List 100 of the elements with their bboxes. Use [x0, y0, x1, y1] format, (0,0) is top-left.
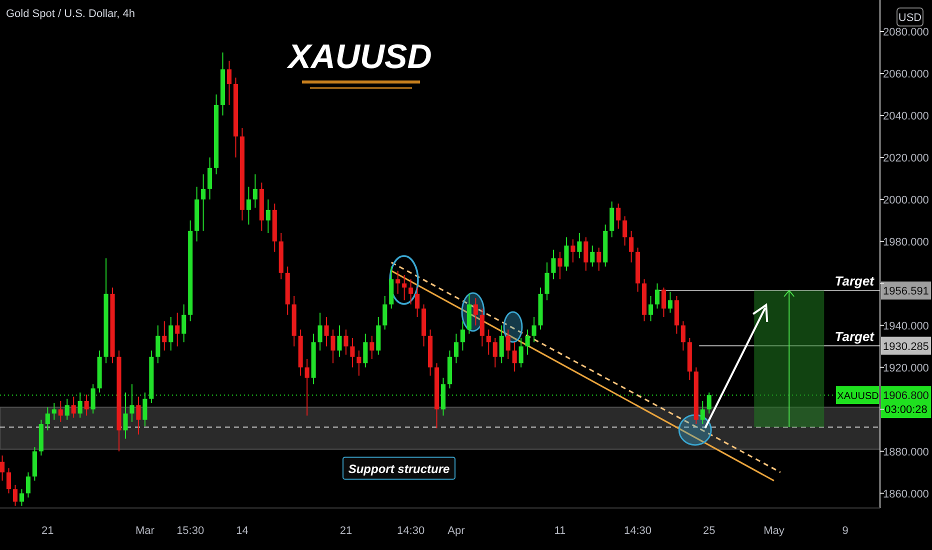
- candlestick: [252, 174, 258, 208]
- text: 1906.800: [883, 390, 929, 402]
- candlestick: [473, 298, 478, 326]
- x-tick-label: 21: [340, 525, 352, 537]
- text: USD: [898, 12, 922, 24]
- candlestick: [512, 342, 517, 372]
- candlestick: [648, 295, 654, 322]
- y-tick-label: 2040.000: [883, 110, 929, 122]
- candlestick: [680, 320, 686, 352]
- candlestick: [356, 350, 362, 376]
- candlestick: [45, 406, 50, 431]
- y-tick-label: 1920.000: [883, 362, 929, 374]
- y-tick-label: 1980.000: [883, 236, 929, 248]
- text: Gold Spot / U.S. Dollar, 4h: [6, 8, 136, 20]
- candlestick: [382, 295, 388, 330]
- candlestick: [175, 312, 180, 347]
- candlestick: [577, 232, 582, 259]
- candlestick: [226, 60, 232, 106]
- candlestick: [499, 324, 504, 364]
- text: 1956.591: [883, 286, 929, 298]
- candlestick: [246, 186, 251, 226]
- y-tick-label: 1880.000: [883, 446, 929, 458]
- candlestick: [408, 278, 414, 305]
- y-tick-label: 1860.000: [883, 488, 929, 500]
- candlestick: [629, 230, 634, 263]
- candlestick: [402, 274, 407, 301]
- candlestick: [544, 262, 550, 301]
- candlestick: [19, 488, 24, 506]
- candlestick: [71, 396, 76, 418]
- candlestick: [136, 396, 141, 436]
- x-tick-label: 14: [236, 525, 248, 537]
- candlestick: [518, 337, 524, 368]
- candlestick: [84, 394, 89, 416]
- candlestick: [156, 324, 160, 364]
- candlestick: [590, 245, 595, 268]
- candlestick: [622, 216, 628, 246]
- candlestick: [654, 282, 660, 310]
- candlestick: [596, 247, 602, 272]
- candlestick: [492, 337, 498, 368]
- candlestick: [396, 270, 400, 294]
- candlestick: [12, 484, 18, 506]
- x-tick-label: Apr: [448, 525, 466, 537]
- candlestick: [64, 398, 70, 420]
- x-tick-label: 21: [42, 525, 54, 537]
- candlestick: [6, 468, 12, 494]
- candlestick: [415, 287, 420, 318]
- x-tick-label: May: [764, 525, 785, 537]
- candlestick: [506, 329, 510, 360]
- text: 1930.285: [883, 340, 929, 353]
- candlestick: [324, 316, 329, 347]
- candlestick: [337, 324, 342, 358]
- candlestick: [486, 329, 491, 356]
- ref-line-label: XAUUSD: [837, 391, 879, 402]
- y-tick-label: 2020.000: [883, 152, 929, 164]
- candlestick: [363, 333, 368, 368]
- x-tick-label: 11: [554, 525, 566, 537]
- candlestick: [661, 287, 666, 318]
- candlestick: [700, 400, 705, 425]
- candlestick: [201, 174, 206, 232]
- candlestick: [350, 337, 355, 368]
- candlestick: [584, 236, 588, 272]
- candlestick: [668, 291, 672, 314]
- candlestick: [370, 335, 374, 360]
- x-tick-label: 14:30: [624, 525, 652, 537]
- candlestick: [525, 329, 530, 356]
- candlestick: [564, 236, 569, 272]
- candlestick: [304, 358, 310, 416]
- band-label: Support structure: [348, 462, 450, 476]
- ref-line-label: Target: [834, 274, 875, 289]
- x-tick-label: 25: [703, 525, 716, 537]
- candlestick: [266, 198, 270, 234]
- candlestick: [208, 156, 212, 200]
- candlestick: [454, 333, 458, 364]
- text: XAUUSD: [286, 38, 432, 76]
- x-tick-label: 9: [842, 525, 848, 537]
- candlestick: [52, 402, 56, 420]
- candlestick: [460, 320, 465, 352]
- x-tick-label: 15:30: [176, 525, 204, 537]
- y-tick-label: 2000.000: [883, 194, 929, 206]
- y-tick-label: 2080.000: [883, 26, 929, 38]
- candlestick: [26, 472, 30, 498]
- candlestick: [570, 238, 576, 263]
- candlestick: [182, 304, 186, 343]
- candlestick: [616, 203, 621, 230]
- y-tick-label: 2060.000: [883, 68, 929, 80]
- candlestick: [610, 201, 614, 238]
- candlestick: [480, 308, 484, 347]
- x-tick-label: 14:30: [397, 525, 425, 537]
- candlestick: [532, 316, 536, 343]
- candlestick: [551, 249, 556, 280]
- candlestick: [0, 455, 5, 482]
- x-tick-label: Mar: [135, 525, 155, 537]
- y-tick-label: 1940.000: [883, 320, 929, 332]
- candlestick: [344, 329, 348, 356]
- candlestick: [168, 316, 174, 352]
- candlestick: [58, 400, 63, 422]
- candlestick: [318, 312, 322, 352]
- candlestick: [558, 251, 562, 280]
- ref-line-label: Target: [834, 328, 875, 344]
- text: 03:00:28: [884, 404, 928, 416]
